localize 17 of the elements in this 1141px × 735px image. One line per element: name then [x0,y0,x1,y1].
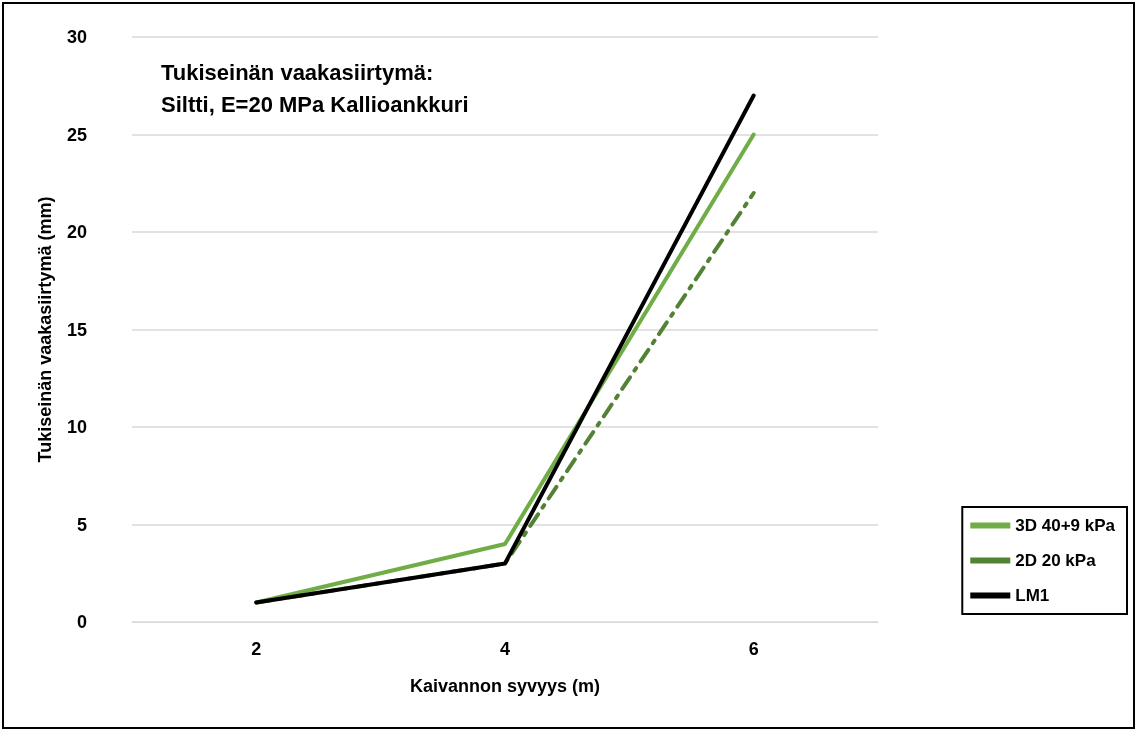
x-tick-label: 4 [499,639,511,659]
y-tick-label: 15 [66,319,87,340]
y-tick-label: 20 [66,222,87,242]
text: Tukiseinän vaakasiirtymä: [161,59,434,85]
y-tick-label: 0 [76,612,87,632]
x-tick-label: 2 [251,639,262,659]
y-tick-label: 25 [66,124,87,145]
y-tick-label: 10 [66,417,87,437]
legend-label: 3D 40+9 kPa [1015,516,1116,535]
text: Siltti, E=20 MPa Kallioankkuri [161,91,469,117]
x-axis-title: Kaivannon syvyys (m) [409,676,601,696]
legend-label: 2D 20 kPa [1015,551,1097,570]
y-tick-label: 30 [66,27,87,47]
y-axis-title: Tukiseinän vaakasiirtymä (mm) [35,196,55,463]
legend-label: LM1 [1015,586,1050,605]
x-tick-label: 6 [748,639,759,659]
y-tick-label: 5 [76,514,87,535]
